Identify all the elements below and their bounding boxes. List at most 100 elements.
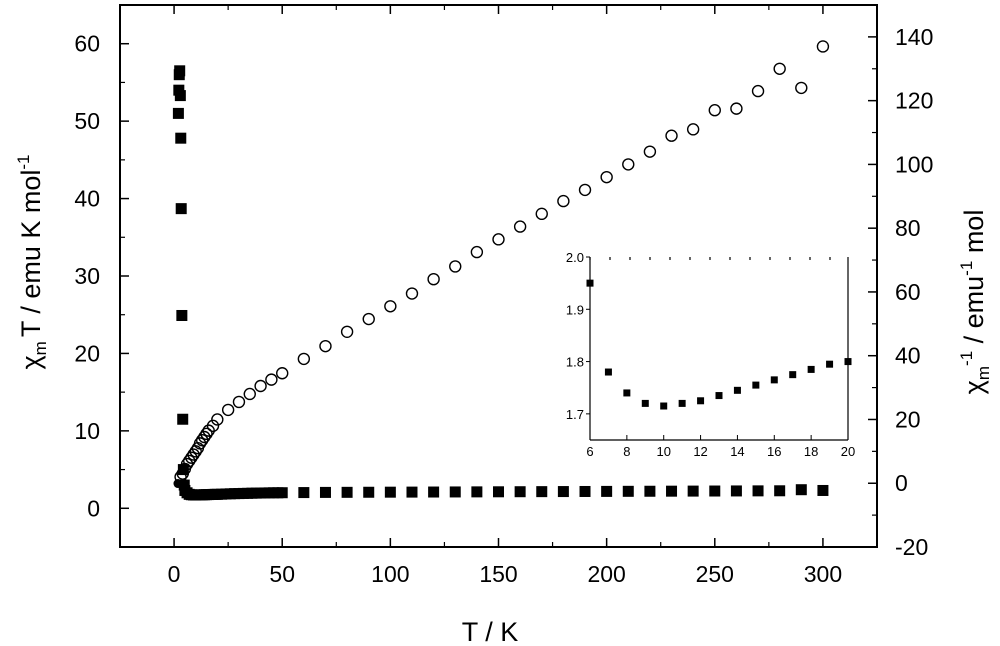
left-y-label-chi: χ bbox=[16, 355, 46, 369]
inverse-chi-point bbox=[221, 403, 235, 417]
right-y-tick-label: 60 bbox=[895, 279, 921, 305]
inset-point bbox=[641, 399, 649, 407]
chi-T-point bbox=[406, 486, 418, 498]
right-y-tick-label: 140 bbox=[895, 24, 933, 50]
inverse-chi-point bbox=[180, 457, 194, 471]
chi-T-point bbox=[175, 132, 187, 144]
inverse-chi-point bbox=[513, 220, 527, 233]
inset-point bbox=[752, 381, 760, 389]
inverse-chi-point bbox=[535, 207, 548, 221]
inverse-chi-point bbox=[600, 170, 613, 184]
chi-T-point bbox=[319, 486, 331, 498]
inset-y-tick-label: 1.7 bbox=[566, 407, 584, 422]
chi-T-point bbox=[471, 486, 483, 498]
inset-point bbox=[789, 371, 797, 379]
inset-frame bbox=[589, 257, 849, 441]
left-y-tick-label: 20 bbox=[74, 340, 100, 366]
right-y-tick-label: 100 bbox=[895, 151, 933, 177]
x-tick-label: 300 bbox=[804, 561, 842, 587]
inverse-chi-point bbox=[193, 437, 207, 450]
inverse-chi-point bbox=[730, 102, 743, 115]
inset-x-tick-label: 20 bbox=[841, 444, 855, 459]
inverse-chi-point bbox=[643, 145, 657, 158]
inverse-chi-point bbox=[187, 448, 200, 461]
right-y-tick-label: 20 bbox=[895, 406, 921, 432]
inset-point bbox=[826, 360, 834, 368]
chi-T-point bbox=[666, 485, 678, 497]
left-y-label-sub: m bbox=[31, 341, 50, 355]
chi-T-point bbox=[557, 486, 569, 498]
chi-T-point bbox=[514, 486, 526, 498]
inset-y-tick-label: 2.0 bbox=[566, 250, 584, 265]
x-tick-label: 150 bbox=[479, 561, 517, 587]
x-tick-label: 50 bbox=[269, 561, 295, 587]
left-y-tick-label: 40 bbox=[74, 186, 100, 212]
chi-T-point bbox=[174, 65, 186, 77]
chi-T-point bbox=[730, 485, 742, 497]
x-tick-label: 100 bbox=[371, 561, 409, 587]
inset-x-tick-label: 12 bbox=[693, 444, 707, 459]
inverse-chi-point bbox=[492, 233, 505, 246]
chi-T-point bbox=[363, 486, 375, 498]
right-y-axis-label: χm-1 / emu-1 mol bbox=[957, 210, 993, 395]
right-y-tick-label: -20 bbox=[895, 534, 928, 560]
chi-T-point bbox=[177, 413, 189, 425]
right-y-label-chi: χ bbox=[959, 380, 989, 394]
left-y-tick-label: 10 bbox=[74, 418, 100, 444]
inset-series bbox=[586, 279, 852, 410]
chi-T-point bbox=[384, 486, 396, 498]
inverse-chi-point bbox=[449, 260, 462, 273]
inset-x-tick-label: 16 bbox=[767, 444, 781, 459]
inverse-chi-point bbox=[200, 427, 213, 441]
inset-point bbox=[733, 386, 741, 394]
inverse-chi-point bbox=[384, 300, 397, 313]
inverse-chi-point bbox=[185, 451, 198, 464]
inverse-chi-point bbox=[195, 433, 209, 447]
inset-x-tick-label: 6 bbox=[586, 444, 593, 459]
chi-T-point bbox=[687, 485, 699, 497]
inset-point bbox=[844, 358, 852, 366]
x-axis-label: T / K bbox=[462, 617, 519, 646]
left-y-label-text: T / emu K mol bbox=[16, 170, 46, 338]
right-y-tick-label: 80 bbox=[895, 215, 921, 241]
left-y-tick-label: 60 bbox=[74, 31, 100, 57]
inset-y-tick-label: 1.9 bbox=[566, 302, 584, 317]
inset-point bbox=[586, 279, 594, 287]
chi-T-point bbox=[817, 484, 829, 496]
inverse-chi-point bbox=[686, 123, 700, 136]
inset-point bbox=[697, 397, 705, 405]
inverse-chi-point bbox=[243, 387, 256, 401]
inverse-chi-point bbox=[297, 352, 311, 366]
inverse-chi-point bbox=[206, 419, 220, 433]
x-tick-label: 250 bbox=[696, 561, 734, 587]
chi-T-point bbox=[493, 486, 504, 498]
chi-T-point bbox=[428, 486, 440, 498]
inverse-chi-point bbox=[773, 62, 786, 75]
chi-T-point bbox=[174, 90, 186, 102]
right-y-label-sup2: -1 bbox=[957, 261, 976, 276]
chi-T-point bbox=[177, 464, 189, 476]
inverse-chi-point bbox=[254, 379, 267, 393]
inset-point bbox=[604, 368, 612, 376]
inverse-chi-point bbox=[622, 158, 635, 171]
inverse-chi-point bbox=[427, 272, 440, 286]
inverse-chi-point bbox=[276, 367, 289, 380]
inset-x-tick-label: 14 bbox=[730, 444, 744, 459]
inset-point bbox=[715, 392, 723, 400]
chi-T-point bbox=[172, 107, 184, 119]
inset-background bbox=[552, 249, 858, 466]
inset-x-tick-label: 8 bbox=[623, 444, 630, 459]
inverse-chi-point bbox=[795, 81, 808, 95]
left-y-tick-label: 0 bbox=[87, 495, 100, 521]
inverse-chi-point bbox=[816, 40, 830, 53]
inverse-chi-point bbox=[405, 287, 419, 300]
right-y-tick-label: 40 bbox=[895, 343, 921, 369]
inset-point bbox=[623, 389, 631, 397]
chi-T-point bbox=[795, 484, 807, 496]
chi-T-point bbox=[176, 309, 188, 321]
inset-point bbox=[807, 365, 815, 373]
main-axis-ticks: 0 50 100 150 200 250 300 0 10 20 30 40 50 60 -20 0 20 40 6… bbox=[74, 4, 933, 587]
left-y-label-sup: -1 bbox=[14, 154, 33, 169]
inverse-chi-point bbox=[557, 194, 570, 208]
chi-T-point bbox=[644, 485, 656, 497]
